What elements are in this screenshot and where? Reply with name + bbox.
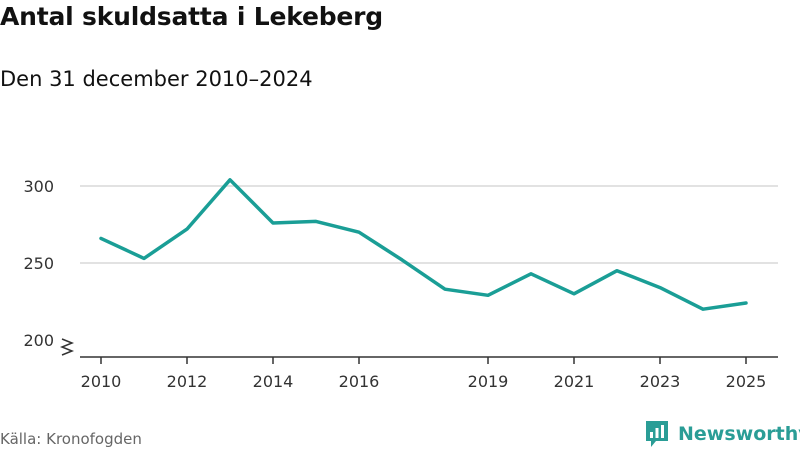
bar-chart-logo-icon — [646, 421, 668, 447]
x-tick-label: 2010 — [81, 372, 122, 391]
tick-labels: 200 250 300 2010 2012 2014 2016 2019 2021 2023 202… — [23, 177, 766, 391]
series-layer — [99, 178, 748, 311]
y-tick-label: 200 — [23, 331, 54, 350]
brand-name: Newsworthy — [678, 423, 800, 445]
x-tick-label: 2019 — [468, 372, 509, 391]
x-tick-label: 2016 — [339, 372, 380, 391]
y-tick-label: 250 — [23, 254, 54, 273]
x-tick-label: 2012 — [167, 372, 208, 391]
series-line — [99, 178, 748, 311]
x-tick-label: 2021 — [554, 372, 595, 391]
x-tick-label: 2023 — [640, 372, 681, 391]
x-tick-label: 2025 — [726, 372, 767, 391]
gridlines — [80, 185, 778, 264]
x-tick-label: 2014 — [253, 372, 294, 391]
axis-break-icon — [59, 338, 75, 356]
brand-logo: Newsworthy — [644, 420, 800, 448]
source-note: Källa: Kronofogden — [0, 430, 142, 448]
line-chart: 200 250 300 2010 2012 2014 2016 2019 2021 2023 202… — [23, 177, 778, 391]
y-tick-label: 300 — [23, 177, 54, 196]
x-axis — [59, 338, 778, 364]
chart-title: Antal skuldsatta i Lekeberg — [0, 2, 383, 31]
chart-subtitle: Den 31 december 2010–2024 — [0, 67, 313, 91]
